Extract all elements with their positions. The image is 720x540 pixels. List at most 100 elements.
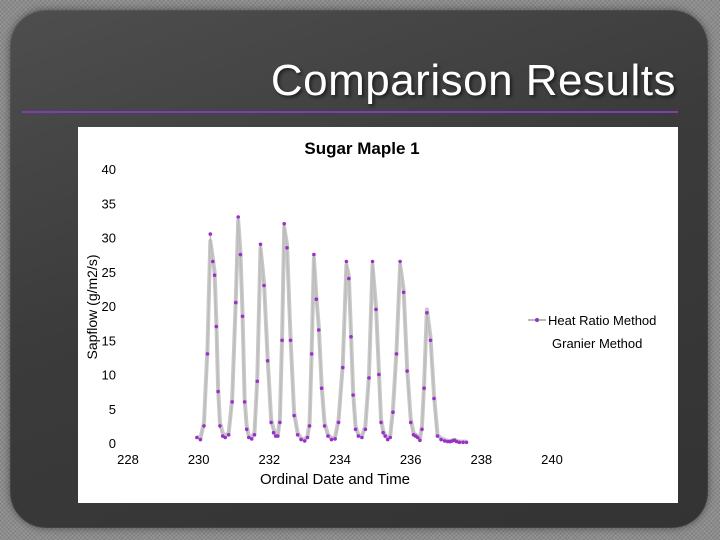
- heat-ratio-point: [385, 437, 390, 442]
- heat-ratio-point: [377, 372, 381, 377]
- heat-ratio-point: [370, 259, 375, 264]
- heat-ratio-point: [212, 273, 217, 277]
- heat-ratio-point: [420, 427, 424, 432]
- heat-ratio-point: [282, 222, 286, 226]
- heat-ratio-point: [236, 215, 240, 219]
- heat-ratio-point: [344, 259, 349, 264]
- heat-ratio-point: [464, 440, 469, 445]
- chart-svg: Sugar Maple 1 Sapflow (g/m2/s) Ordinal D…: [84, 139, 656, 488]
- heat-ratio-point: [322, 424, 327, 428]
- heat-ratio-point: [240, 314, 245, 319]
- heat-ratio-point: [314, 297, 319, 301]
- heat-ratio-point: [242, 400, 247, 404]
- y-tick-label: 5: [109, 402, 116, 417]
- heat-ratio-point: [214, 324, 219, 329]
- heat-ratio-point: [226, 433, 231, 437]
- heat-ratio-point: [292, 413, 296, 418]
- legend-heat-ratio-swatch-marker: [535, 318, 539, 322]
- x-tick-label: 230: [188, 452, 210, 467]
- heat-ratio-point: [208, 232, 213, 236]
- heat-ratio-point: [454, 439, 459, 444]
- heat-ratio-point: [285, 246, 289, 250]
- chart-title: Sugar Maple 1: [304, 139, 419, 158]
- heat-ratio-point: [341, 365, 345, 370]
- heat-ratio-point: [205, 352, 210, 356]
- x-tick-label: 236: [400, 452, 422, 467]
- heat-ratio-point: [398, 259, 402, 264]
- heat-ratio-point: [351, 393, 355, 397]
- heat-ratio-point: [211, 259, 215, 264]
- heat-ratio-point: [234, 300, 238, 305]
- heat-ratio-point: [276, 434, 280, 438]
- heat-ratio-point: [336, 420, 341, 425]
- x-tick-label: 228: [117, 452, 139, 467]
- heat-ratio-point: [216, 389, 220, 394]
- heat-ratio-point: [353, 427, 358, 432]
- y-tick-label: 20: [102, 299, 116, 314]
- heat-ratio-point: [288, 338, 293, 343]
- heat-ratio-point: [249, 437, 254, 441]
- y-tick-label: 40: [102, 162, 116, 177]
- title-divider: [22, 111, 678, 113]
- y-tick-label: 10: [102, 368, 116, 383]
- heat-ratio-point: [388, 435, 393, 440]
- heat-ratio-point: [230, 400, 234, 404]
- heat-ratio-point: [280, 338, 284, 343]
- legend: Heat Ratio Method Granier Method: [528, 313, 656, 351]
- y-tick-labels: 0 5 10 15 20 25 30 35 40: [102, 162, 116, 451]
- heat-ratio-point: [442, 439, 447, 443]
- x-tick-labels: 228 230 232 234 236 238 240: [117, 452, 563, 467]
- heat-ratio-point: [295, 433, 300, 437]
- legend-granier-label: Granier Method: [552, 336, 642, 351]
- heat-ratio-series-line: [196, 216, 467, 443]
- heat-ratio-point: [319, 386, 324, 391]
- heat-ratio-point: [363, 427, 368, 432]
- heat-ratio-point: [317, 328, 321, 332]
- heat-ratio-point: [218, 424, 222, 428]
- heat-ratio-point: [394, 352, 399, 356]
- y-tick-label: 35: [102, 196, 116, 211]
- heat-ratio-point: [202, 424, 206, 428]
- heat-ratio-point: [333, 437, 337, 441]
- heat-ratio-point: [435, 434, 440, 438]
- heat-ratio-point: [312, 252, 316, 257]
- heat-ratio-point: [223, 435, 227, 440]
- heat-ratio-point: [356, 434, 361, 438]
- heat-ratio-point: [278, 420, 282, 425]
- heat-ratio-point: [379, 420, 383, 425]
- heat-ratio-point: [265, 359, 270, 363]
- heat-ratio-point: [401, 290, 406, 295]
- x-tick-label: 240: [541, 452, 563, 467]
- heat-ratio-point: [198, 437, 203, 442]
- heat-ratio-point: [309, 352, 314, 356]
- heat-ratio-point: [238, 252, 243, 257]
- heat-ratio-point: [418, 438, 422, 443]
- heat-ratio-point: [439, 437, 443, 442]
- heat-ratio-point: [428, 338, 433, 343]
- heat-ratio-point: [391, 410, 395, 415]
- heat-ratio-point: [360, 435, 364, 440]
- heat-ratio-point: [367, 376, 371, 380]
- heat-ratio-point: [329, 437, 334, 442]
- heat-ratio-point: [302, 439, 307, 443]
- y-tick-label: 0: [109, 436, 116, 451]
- heat-ratio-point: [461, 440, 465, 445]
- heat-ratio-point: [269, 420, 273, 425]
- heat-ratio-point: [349, 335, 353, 339]
- heat-ratio-point: [258, 242, 263, 247]
- heat-ratio-point: [247, 435, 251, 440]
- heat-ratio-point: [252, 433, 257, 437]
- x-tick-label: 238: [470, 452, 492, 467]
- heat-ratio-point: [425, 311, 429, 315]
- heat-ratio-point: [374, 307, 378, 312]
- heat-ratio-point: [381, 430, 385, 435]
- series-layer: [195, 215, 469, 445]
- heat-ratio-point: [271, 430, 276, 435]
- y-axis-label: Sapflow (g/m2/s): [84, 254, 100, 359]
- heat-ratio-point: [307, 424, 312, 428]
- slide-title: Comparison Results: [270, 56, 676, 105]
- heat-ratio-point: [299, 437, 303, 442]
- x-tick-label: 234: [329, 452, 351, 467]
- heat-ratio-point: [305, 435, 310, 440]
- heat-ratio-point: [432, 396, 436, 401]
